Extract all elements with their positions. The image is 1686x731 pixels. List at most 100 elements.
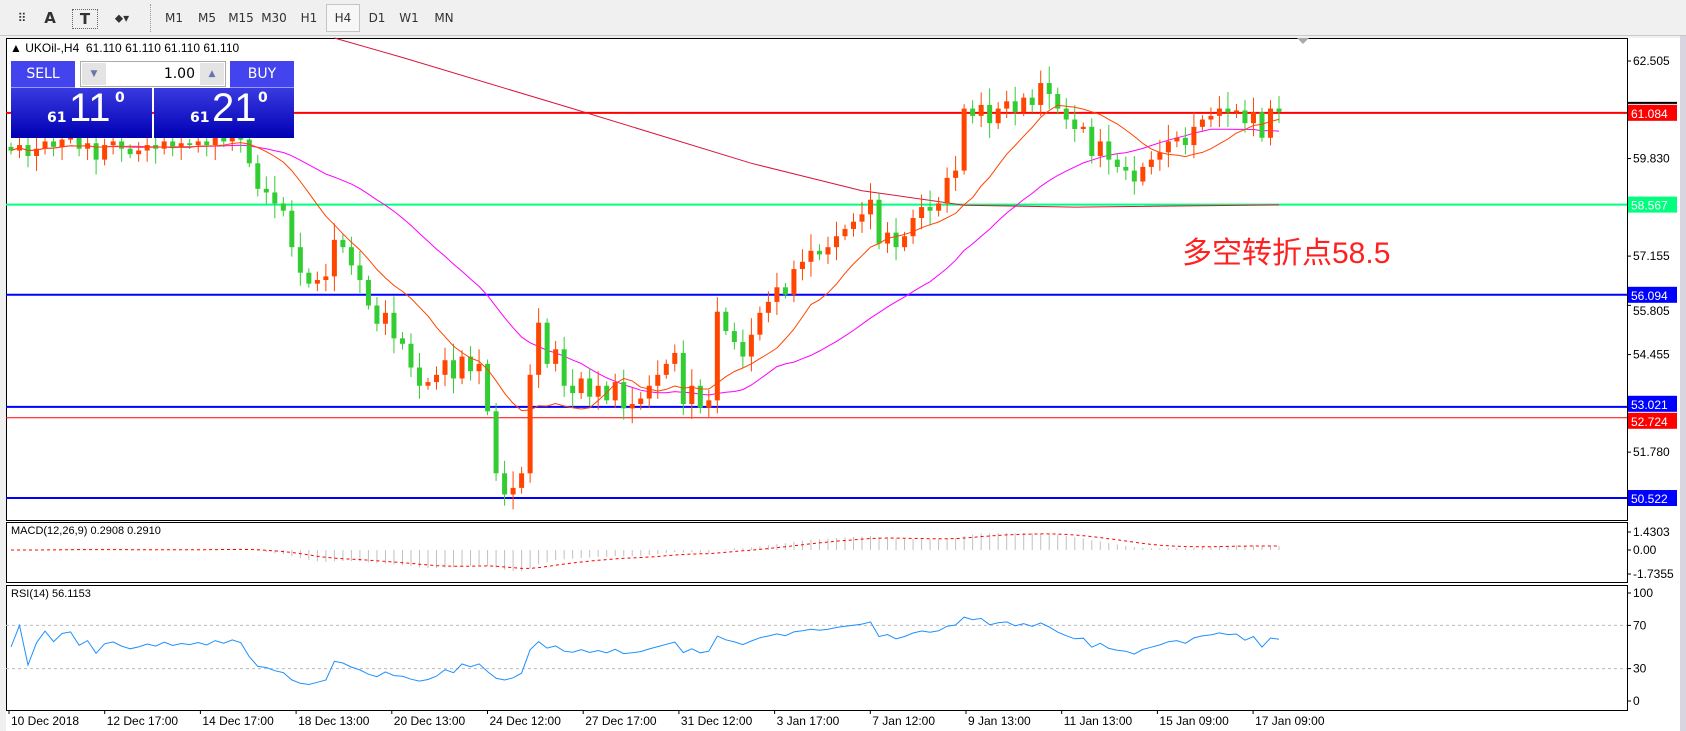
candle-body [859,214,865,222]
candle-body [493,411,499,474]
time-label: 24 Dec 12:00 [490,714,562,728]
candle-body [757,312,763,335]
candle-body [1148,159,1154,167]
candle-body [68,137,74,140]
annotation-text: 多空转折点58.5 [1182,237,1391,270]
candle-body [348,247,354,266]
timeframe-m5[interactable]: M5 [198,11,216,25]
price-label-52.724: 52.724 [1631,415,1668,429]
candle-body [93,143,99,160]
ma-slow-line [334,37,1280,208]
candle-body [1072,119,1078,130]
ma-fast-line [10,104,1280,412]
timeframe-d1[interactable]: D1 [368,11,386,25]
candle-body [714,311,720,401]
fibo-grid-icon[interactable]: ⠿ [17,11,27,25]
macd-tick-label: 0.00 [1633,543,1657,557]
candle-body [382,312,388,324]
sell-price-prefix: 61 [47,110,67,126]
candle-body [978,104,984,116]
candle-body [706,400,712,408]
time-label: 3 Jan 17:00 [777,714,840,728]
candle-body [1199,119,1205,127]
candle-body [102,145,108,160]
candle-body [434,374,440,383]
candle-body [1004,101,1010,109]
candle-body [1225,108,1231,113]
sell-button[interactable]: SELL [11,61,75,88]
candle-body [765,301,771,313]
price-label-58.567: 58.567 [1631,199,1668,213]
timeframe-m15[interactable]: M15 [228,11,254,25]
candle-body [1242,110,1248,124]
price-tick-label: 57.155 [1633,249,1670,263]
timeframe-w1[interactable]: W1 [399,11,419,25]
candle-body [1106,141,1112,160]
timeframe-m30[interactable]: M30 [261,11,287,25]
timeframe-h1[interactable]: H1 [300,11,318,25]
candle-body [1259,112,1265,138]
sell-price-pips: 11 [69,86,111,130]
timeframe-m1[interactable]: M1 [165,11,183,25]
candle-body [621,382,627,409]
candle-body [638,398,644,405]
chart-shift-icon [1297,38,1309,44]
candle-body [902,236,908,248]
current-price-marker [1628,101,1677,104]
candle-body [1140,166,1146,182]
text-icon[interactable]: A [44,9,56,27]
price-tick-label: 54.455 [1633,348,1670,362]
price-tick-label: 62.505 [1633,54,1670,68]
timeframe-h4[interactable]: H4 [326,4,360,32]
buy-button[interactable]: BUY [230,61,294,88]
candle-body [1029,97,1035,105]
lot-value[interactable]: 1.00 [163,66,195,82]
time-label: 31 Dec 12:00 [681,714,753,728]
price-label-box [1628,286,1677,303]
lot-decrease-button[interactable]: ▼ [82,63,106,85]
macd-label: MACD(12,26,9) 0.2908 0.2910 [11,525,161,537]
candle-body [391,312,397,339]
candle-body [825,247,831,255]
price-label-50.522: 50.522 [1631,492,1668,506]
candle-body [76,137,82,149]
candle-body [331,239,337,277]
candle-body [34,148,40,157]
collapse-triangle-icon[interactable]: ▲ [10,41,22,55]
time-label: 9 Jan 13:00 [968,714,1031,728]
lot-increase-button[interactable]: ▲ [200,63,224,85]
candle-body [663,363,669,375]
price-label-box [1628,490,1677,507]
candle-body [510,487,516,495]
time-label: 27 Dec 17:00 [585,714,657,728]
shapes-dropdown-icon[interactable]: ⬥▾ [114,11,130,25]
candle-body [655,374,661,386]
lot-size-input[interactable]: ▼ 1.00 ▲ [80,61,226,87]
candle-body [297,247,303,273]
sell-price-fraction: 0 [115,90,125,106]
candle-body [612,382,618,401]
candle-body [365,280,371,306]
candle-body [357,265,363,281]
candle-body [799,261,805,270]
sell-price-box[interactable]: 61 11 0 [11,86,152,138]
candle-body [485,363,491,412]
candle-body [178,143,184,147]
candle-body [850,221,856,229]
timeframe-mn[interactable]: MN [434,11,454,25]
buy-price-fraction: 0 [258,90,268,106]
candle-body [697,385,703,408]
candle-body [595,385,601,397]
candle-body [255,163,261,189]
text-label-icon[interactable]: T [72,9,98,29]
candle-body [791,269,797,295]
buy-price-box[interactable]: 61 21 0 [154,86,294,138]
candle-body [8,146,14,151]
macd-tick-label: -1.7355 [1633,567,1674,581]
candle-body [646,385,652,399]
candle-body [1021,97,1027,113]
time-label: 12 Dec 17:00 [107,714,179,728]
candle-body [1216,108,1222,116]
rsi-line [10,616,1280,686]
